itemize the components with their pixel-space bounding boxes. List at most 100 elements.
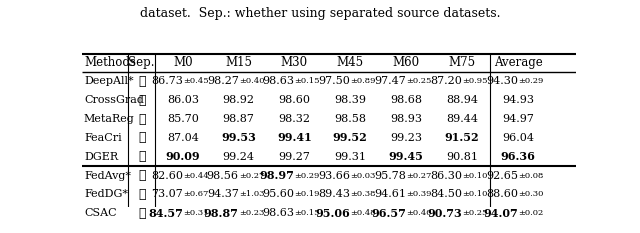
Text: ±0.25: ±0.25 [406, 77, 431, 85]
Text: ±0.15: ±0.15 [294, 77, 320, 85]
Text: 96.04: 96.04 [502, 133, 534, 143]
Text: 94.07: 94.07 [483, 208, 518, 219]
Text: dataset.  Sep.: whether using separated source datasets.: dataset. Sep.: whether using separated s… [140, 7, 500, 20]
Text: 82.60: 82.60 [151, 171, 183, 181]
Text: 94.30: 94.30 [486, 76, 518, 86]
Text: 94.37: 94.37 [207, 189, 239, 199]
Text: M30: M30 [281, 55, 308, 69]
Text: Methods: Methods [84, 55, 136, 69]
Text: ±0.02: ±0.02 [518, 209, 543, 217]
Text: ±0.40: ±0.40 [239, 77, 264, 85]
Text: 95.06: 95.06 [316, 208, 350, 219]
Text: 86.30: 86.30 [429, 171, 461, 181]
Text: 99.52: 99.52 [333, 132, 367, 143]
Text: ±0.03: ±0.03 [350, 171, 376, 179]
Text: FedAvg*: FedAvg* [84, 171, 131, 181]
Text: 98.58: 98.58 [334, 114, 366, 124]
Text: M45: M45 [337, 55, 364, 69]
Text: 87.04: 87.04 [167, 133, 199, 143]
Text: 98.97: 98.97 [260, 170, 294, 181]
Text: ±0.19: ±0.19 [294, 190, 320, 198]
Text: 98.56: 98.56 [207, 171, 239, 181]
Text: FedDG*: FedDG* [84, 189, 128, 199]
Text: 88.94: 88.94 [445, 95, 477, 105]
Text: 99.45: 99.45 [388, 151, 424, 162]
Text: ✗: ✗ [138, 113, 145, 126]
Text: 94.97: 94.97 [502, 114, 534, 124]
Text: 91.52: 91.52 [444, 132, 479, 143]
Text: ±0.48: ±0.48 [350, 209, 376, 217]
Text: 98.93: 98.93 [390, 114, 422, 124]
Text: ±0.40: ±0.40 [406, 209, 431, 217]
Text: DeepAll*: DeepAll* [84, 76, 134, 86]
Text: ±1.03: ±1.03 [239, 190, 264, 198]
Text: 98.87: 98.87 [223, 114, 255, 124]
Text: 98.68: 98.68 [390, 95, 422, 105]
Text: ✓: ✓ [138, 188, 145, 201]
Text: ±0.08: ±0.08 [518, 171, 543, 179]
Text: 96.36: 96.36 [500, 151, 536, 162]
Text: ±0.45: ±0.45 [183, 77, 209, 85]
Text: 99.24: 99.24 [223, 152, 255, 162]
Text: 85.70: 85.70 [167, 114, 199, 124]
Text: ±0.30: ±0.30 [518, 190, 543, 198]
Text: 95.60: 95.60 [262, 189, 294, 199]
Text: 98.92: 98.92 [223, 95, 255, 105]
Text: M15: M15 [225, 55, 252, 69]
Text: 90.09: 90.09 [166, 151, 200, 162]
Text: ✓: ✓ [138, 169, 145, 182]
Text: 96.57: 96.57 [371, 208, 406, 219]
Text: ±0.89: ±0.89 [350, 77, 376, 85]
Text: ±0.27: ±0.27 [406, 171, 431, 179]
Text: ✗: ✗ [138, 150, 145, 163]
Text: ±0.23: ±0.23 [239, 209, 264, 217]
Text: Sep.: Sep. [129, 55, 155, 69]
Text: CrossGrad: CrossGrad [84, 95, 144, 105]
Text: 98.27: 98.27 [207, 76, 239, 86]
Text: ✗: ✗ [138, 94, 145, 107]
Text: ±0.95: ±0.95 [461, 77, 487, 85]
Text: ±0.10: ±0.10 [461, 190, 487, 198]
Text: ✓: ✓ [138, 207, 145, 220]
Text: 86.73: 86.73 [151, 76, 183, 86]
Text: ±0.67: ±0.67 [183, 190, 208, 198]
Text: M75: M75 [448, 55, 476, 69]
Text: 99.53: 99.53 [221, 132, 256, 143]
Text: 90.73: 90.73 [427, 208, 461, 219]
Text: 86.03: 86.03 [167, 95, 199, 105]
Text: 98.39: 98.39 [334, 95, 366, 105]
Text: ✗: ✗ [138, 131, 145, 144]
Text: 84.57: 84.57 [148, 208, 183, 219]
Text: 94.61: 94.61 [374, 189, 406, 199]
Text: 98.63: 98.63 [262, 208, 294, 218]
Text: 98.87: 98.87 [204, 208, 239, 219]
Text: ±0.29: ±0.29 [518, 77, 543, 85]
Text: ±0.29: ±0.29 [294, 171, 320, 179]
Text: 92.65: 92.65 [486, 171, 518, 181]
Text: 88.60: 88.60 [486, 189, 518, 199]
Text: Average: Average [493, 55, 542, 69]
Text: CSAC: CSAC [84, 208, 116, 218]
Text: 99.41: 99.41 [277, 132, 312, 143]
Text: ✗: ✗ [138, 75, 145, 88]
Text: 90.81: 90.81 [445, 152, 477, 162]
Text: FeaCri: FeaCri [84, 133, 122, 143]
Text: 95.78: 95.78 [374, 171, 406, 181]
Text: 97.47: 97.47 [374, 76, 406, 86]
Text: 97.50: 97.50 [318, 76, 350, 86]
Text: M0: M0 [173, 55, 193, 69]
Text: 98.63: 98.63 [262, 76, 294, 86]
Text: 98.32: 98.32 [278, 114, 310, 124]
Text: ±0.10: ±0.10 [461, 171, 487, 179]
Text: ±0.15: ±0.15 [294, 209, 320, 217]
Text: 89.44: 89.44 [445, 114, 477, 124]
Text: 93.66: 93.66 [318, 171, 350, 181]
Text: 99.31: 99.31 [334, 152, 366, 162]
Text: ±0.44: ±0.44 [183, 171, 209, 179]
Text: ±0.25: ±0.25 [461, 209, 487, 217]
Text: 73.07: 73.07 [151, 189, 183, 199]
Text: ±0.38: ±0.38 [350, 190, 376, 198]
Text: 87.20: 87.20 [430, 76, 461, 86]
Text: 89.43: 89.43 [318, 189, 350, 199]
Text: ±0.31: ±0.31 [183, 209, 209, 217]
